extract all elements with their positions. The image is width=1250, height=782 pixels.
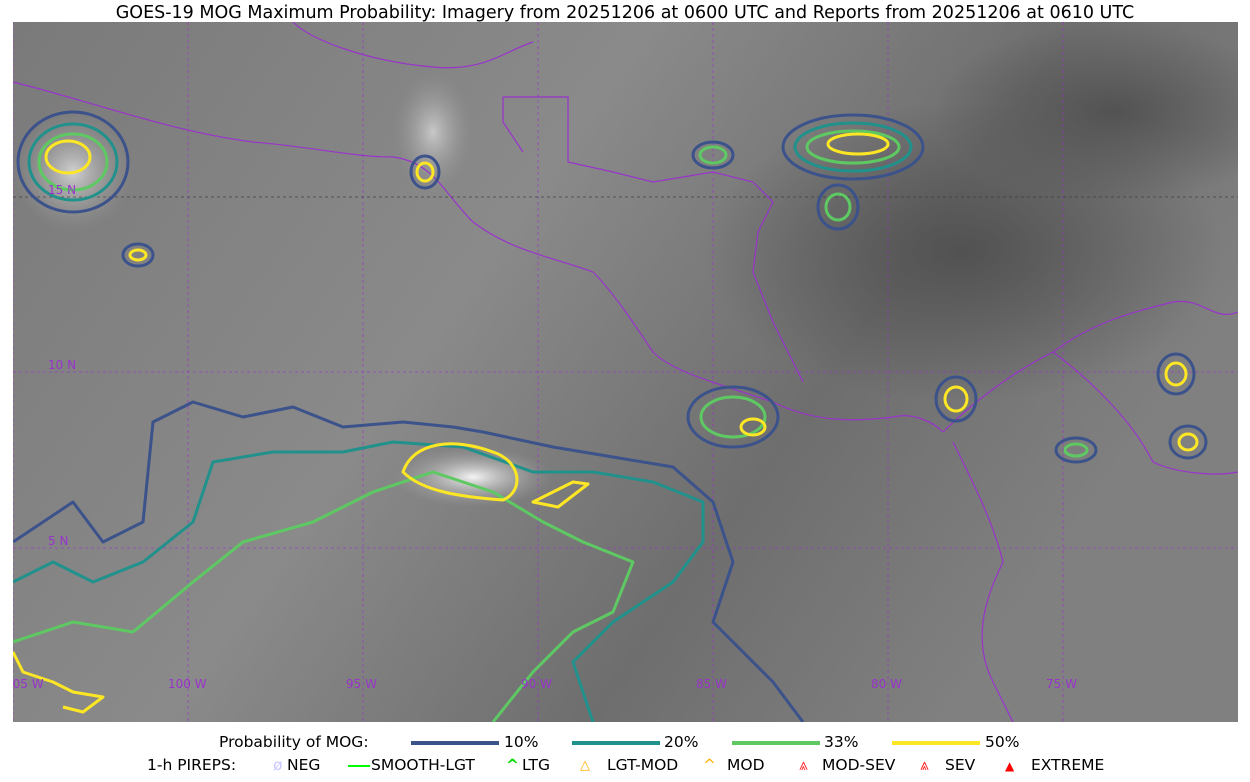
storm-cell	[816, 183, 860, 231]
pirep-label-extreme: EXTREME	[1031, 756, 1105, 774]
storm-cell	[409, 154, 441, 190]
map-title: GOES-19 MOG Maximum Probability: Imagery…	[115, 3, 1135, 23]
pirep-label-lgt-mod: LGT-MOD	[607, 756, 679, 774]
contour-10	[13, 400, 805, 722]
extreme-filled-triangle-icon: ▲	[1005, 759, 1015, 773]
pirep-label-mod: MOD	[727, 756, 765, 774]
dark-region	[933, 22, 1238, 202]
probability-legend-title: Probability of MOG:	[219, 733, 369, 751]
legend-swatch-33	[732, 741, 820, 745]
pirep-label-ltg: LTG	[522, 756, 550, 774]
storm-cell	[686, 385, 780, 449]
storm-cell	[1156, 352, 1196, 396]
graticule	[13, 22, 1238, 722]
contour-50	[13, 651, 105, 714]
lon-label: 80 W	[871, 677, 902, 691]
contour-50	[531, 480, 590, 509]
pireps-legend-title: 1-h PIREPS:	[147, 756, 237, 774]
mod-caret-icon: ^	[703, 756, 716, 774]
ltg-caret-icon: ^	[506, 756, 519, 774]
lat-label: 10 N	[48, 358, 76, 372]
storm-cell	[781, 113, 925, 181]
lat-label: 15 N	[48, 183, 76, 197]
legend-label-20: 20%	[664, 733, 699, 751]
storm-cell	[934, 375, 978, 423]
storm-cell	[16, 110, 130, 214]
storm-cell	[121, 242, 155, 268]
lon-label: 75 W	[1046, 677, 1077, 691]
lon-label: 100 W	[168, 677, 207, 691]
sev-icon: ⩓	[920, 756, 929, 774]
legend-swatch-10	[411, 741, 499, 745]
legend-swatch-20	[572, 741, 660, 745]
storm-cell	[691, 140, 735, 170]
pireps-legend: 1-h PIREPS: ø NEG SMOOTH-LGT ^ LTG △ LGT…	[0, 756, 1250, 776]
pirep-label-sev: SEV	[945, 756, 976, 774]
lon-label: 90 W	[521, 677, 552, 691]
lon-label: 85 W	[696, 677, 727, 691]
pirep-label-neg: NEG	[287, 756, 321, 774]
lgt-mod-triangle-icon: △	[580, 758, 590, 773]
lon-label: 105 W	[13, 677, 44, 691]
smooth-lgt-line-icon	[348, 765, 370, 767]
legend-label-10: 10%	[504, 733, 539, 751]
neg-icon: ø	[273, 756, 283, 774]
satellite-map: 15 N 10 N 5 N 105 W 100 W 95 W 90 W 85 W…	[13, 22, 1238, 722]
lat-label: 5 N	[48, 534, 68, 548]
contour-33	[13, 470, 635, 722]
storm-cell	[1168, 424, 1208, 460]
mog-contours	[13, 110, 1208, 722]
legend-label-33: 33%	[824, 733, 859, 751]
country-borders	[13, 22, 1238, 722]
mod-sev-icon: ⩓	[799, 756, 808, 774]
pirep-label-mod-sev: MOD-SEV	[822, 756, 896, 774]
contour-50	[401, 442, 519, 502]
legend-label-50: 50%	[985, 733, 1020, 751]
legend-swatch-50	[892, 741, 980, 745]
contour-20	[13, 440, 705, 722]
probability-legend: Probability of MOG: 10% 20% 33% 50%	[0, 733, 1250, 753]
storm-cell	[1054, 436, 1098, 464]
lon-label: 95 W	[346, 677, 377, 691]
pirep-label-smooth-lgt: SMOOTH-LGT	[371, 756, 475, 774]
